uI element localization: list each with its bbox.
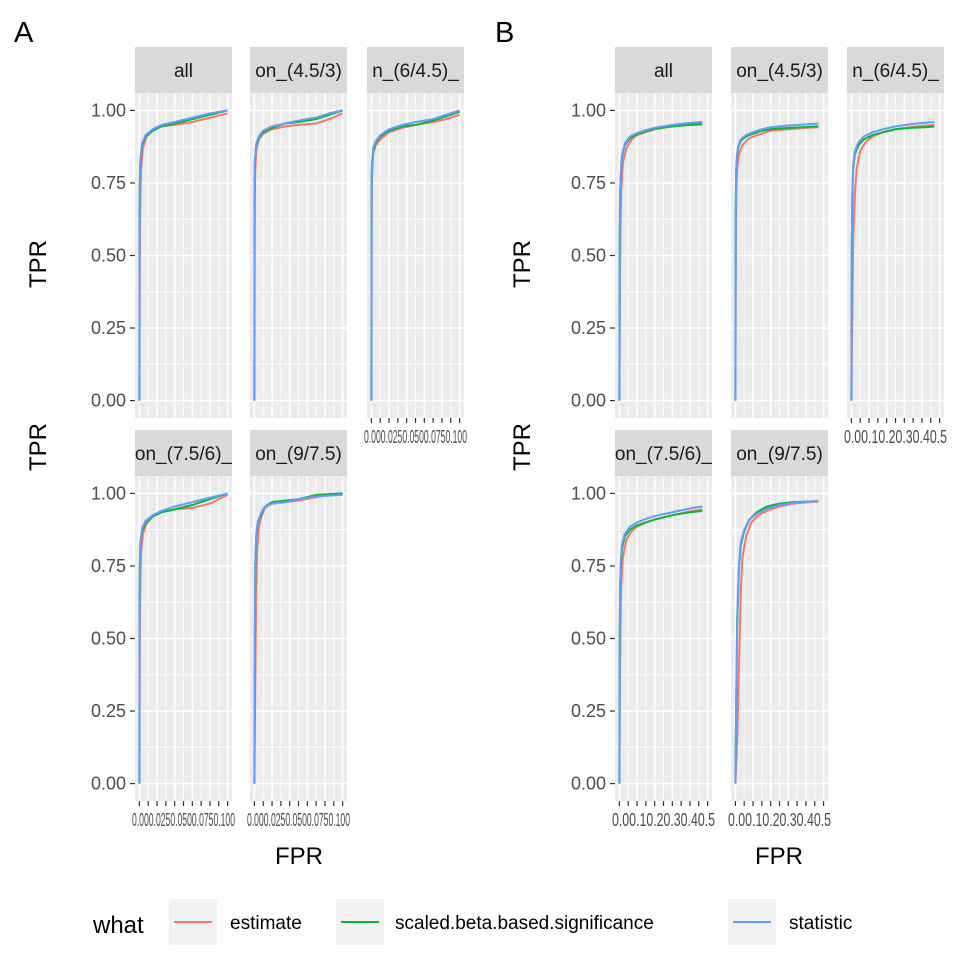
- series-line-statistic: [138, 492, 228, 784]
- panel-tag-A: A: [14, 17, 34, 49]
- facet-strip-label: on_(4.5/3): [736, 61, 823, 82]
- legend: what estimate scaled.beta.based.significan…: [92, 899, 852, 945]
- series-line-statistic: [253, 109, 343, 401]
- y-axis-title-bottom: TPR: [25, 423, 52, 471]
- series-line-statistic: [618, 121, 703, 401]
- y-tick-label: 0.00: [571, 391, 606, 411]
- facet-A-3: on_(7.5/6)_ 0.00 0.25 0.50 0.75 1.00 0.000.025…: [91, 430, 235, 830]
- y-tick-label: 1.00: [91, 483, 126, 503]
- y-axis-title-top: TPR: [509, 240, 536, 288]
- series-line-statistic: [370, 109, 460, 401]
- facet-A-2: n_(6/4.5)_ 0.000.0250.0500.0750.100: [364, 47, 467, 447]
- x-axis-title: FPR: [275, 843, 323, 870]
- facet-strip-label: all: [654, 61, 673, 82]
- facet-strip-label: on_(4.5/3): [255, 61, 342, 82]
- facet-strip-label: on_(9/7.5): [736, 444, 823, 465]
- y-tick-label: 0.00: [91, 391, 126, 411]
- x-tick-labels: 0.00.10.20.30.40.5: [844, 427, 947, 447]
- facet-B-0: all 0.00 0.25 0.50 0.75 1.00: [571, 47, 712, 418]
- series-line-statistic: [850, 121, 935, 401]
- y-tick-label: 0.50: [91, 629, 126, 649]
- y-tick-label: 0.75: [91, 173, 126, 193]
- facet-A-1: on_(4.5/3): [250, 47, 347, 418]
- facet-B-3: on_(7.5/6)_ 0.00 0.25 0.50 0.75 1.00 0.00.10.2…: [571, 430, 715, 830]
- series-line-statistic: [734, 500, 819, 784]
- y-tick-label: 1.00: [571, 483, 606, 503]
- legend-label-scaled.beta.based.significance: scaled.beta.based.significance: [395, 913, 654, 934]
- y-tick-label: 0.75: [91, 556, 126, 576]
- series-line-statistic: [138, 109, 228, 401]
- facet-A-4: on_(9/7.5) 0.000.0250.0500.0750.100: [247, 430, 350, 830]
- facet-strip-label: on_(7.5/6)_: [135, 444, 233, 465]
- y-tick-label: 0.50: [571, 629, 606, 649]
- facet-strip: [250, 47, 347, 93]
- x-tick-labels: 0.00.10.20.30.40.5: [612, 810, 715, 830]
- y-tick-label: 0.50: [571, 246, 606, 266]
- facet-strip: [731, 47, 828, 93]
- x-tick-labels: 0.000.0250.0500.0750.100: [132, 810, 235, 830]
- facet-strip-label: all: [174, 61, 193, 82]
- x-tick-labels: 0.000.0250.0500.0750.100: [364, 427, 467, 447]
- facet-B-2: n_(6/4.5)_ 0.00.10.20.30.40.5: [844, 47, 947, 447]
- series-line-statistic: [618, 505, 703, 784]
- facet-strip-label: on_(7.5/6)_: [615, 444, 713, 465]
- facet-strip: [135, 47, 232, 93]
- facet-strip-label: on_(9/7.5): [255, 444, 342, 465]
- x-axis-title: FPR: [755, 843, 803, 870]
- facet-strip-label: n_(6/4.5)_: [372, 61, 459, 82]
- legend-title: what: [92, 912, 144, 939]
- y-tick-label: 0.50: [91, 246, 126, 266]
- y-tick-label: 0.25: [91, 318, 126, 338]
- series-line-statistic: [734, 122, 819, 401]
- y-axis-title-bottom: TPR: [509, 423, 536, 471]
- y-tick-label: 0.25: [571, 318, 606, 338]
- y-axis-title-top: TPR: [25, 240, 52, 288]
- facet-strip-label: n_(6/4.5)_: [852, 61, 939, 82]
- x-tick-labels: 0.000.0250.0500.0750.100: [247, 810, 350, 830]
- facet-strip: [250, 430, 347, 476]
- facet-strip: [847, 47, 944, 93]
- y-tick-label: 1.00: [91, 100, 126, 120]
- legend-label-statistic: statistic: [789, 913, 852, 934]
- facet-B-4: on_(9/7.5) 0.00.10.20.30.40.5: [728, 430, 831, 830]
- y-tick-label: 0.25: [571, 701, 606, 721]
- y-tick-label: 0.00: [571, 774, 606, 794]
- facet-B-1: on_(4.5/3): [731, 47, 828, 418]
- facet-strip: [367, 47, 464, 93]
- y-tick-label: 0.25: [91, 701, 126, 721]
- panel-tag-B: B: [495, 17, 514, 49]
- y-tick-label: 0.00: [91, 774, 126, 794]
- facet-strip: [731, 430, 828, 476]
- y-tick-label: 0.75: [571, 556, 606, 576]
- y-tick-label: 1.00: [571, 100, 606, 120]
- facet-strip: [615, 47, 712, 93]
- facet-A-0: all 0.00 0.25 0.50 0.75 1.00: [91, 47, 232, 418]
- facet-strip: [135, 430, 232, 476]
- x-tick-labels: 0.00.10.20.30.40.5: [728, 810, 831, 830]
- legend-label-estimate: estimate: [230, 913, 302, 934]
- y-tick-label: 0.75: [571, 173, 606, 193]
- series-line-statistic: [253, 493, 343, 784]
- facet-strip: [615, 430, 712, 476]
